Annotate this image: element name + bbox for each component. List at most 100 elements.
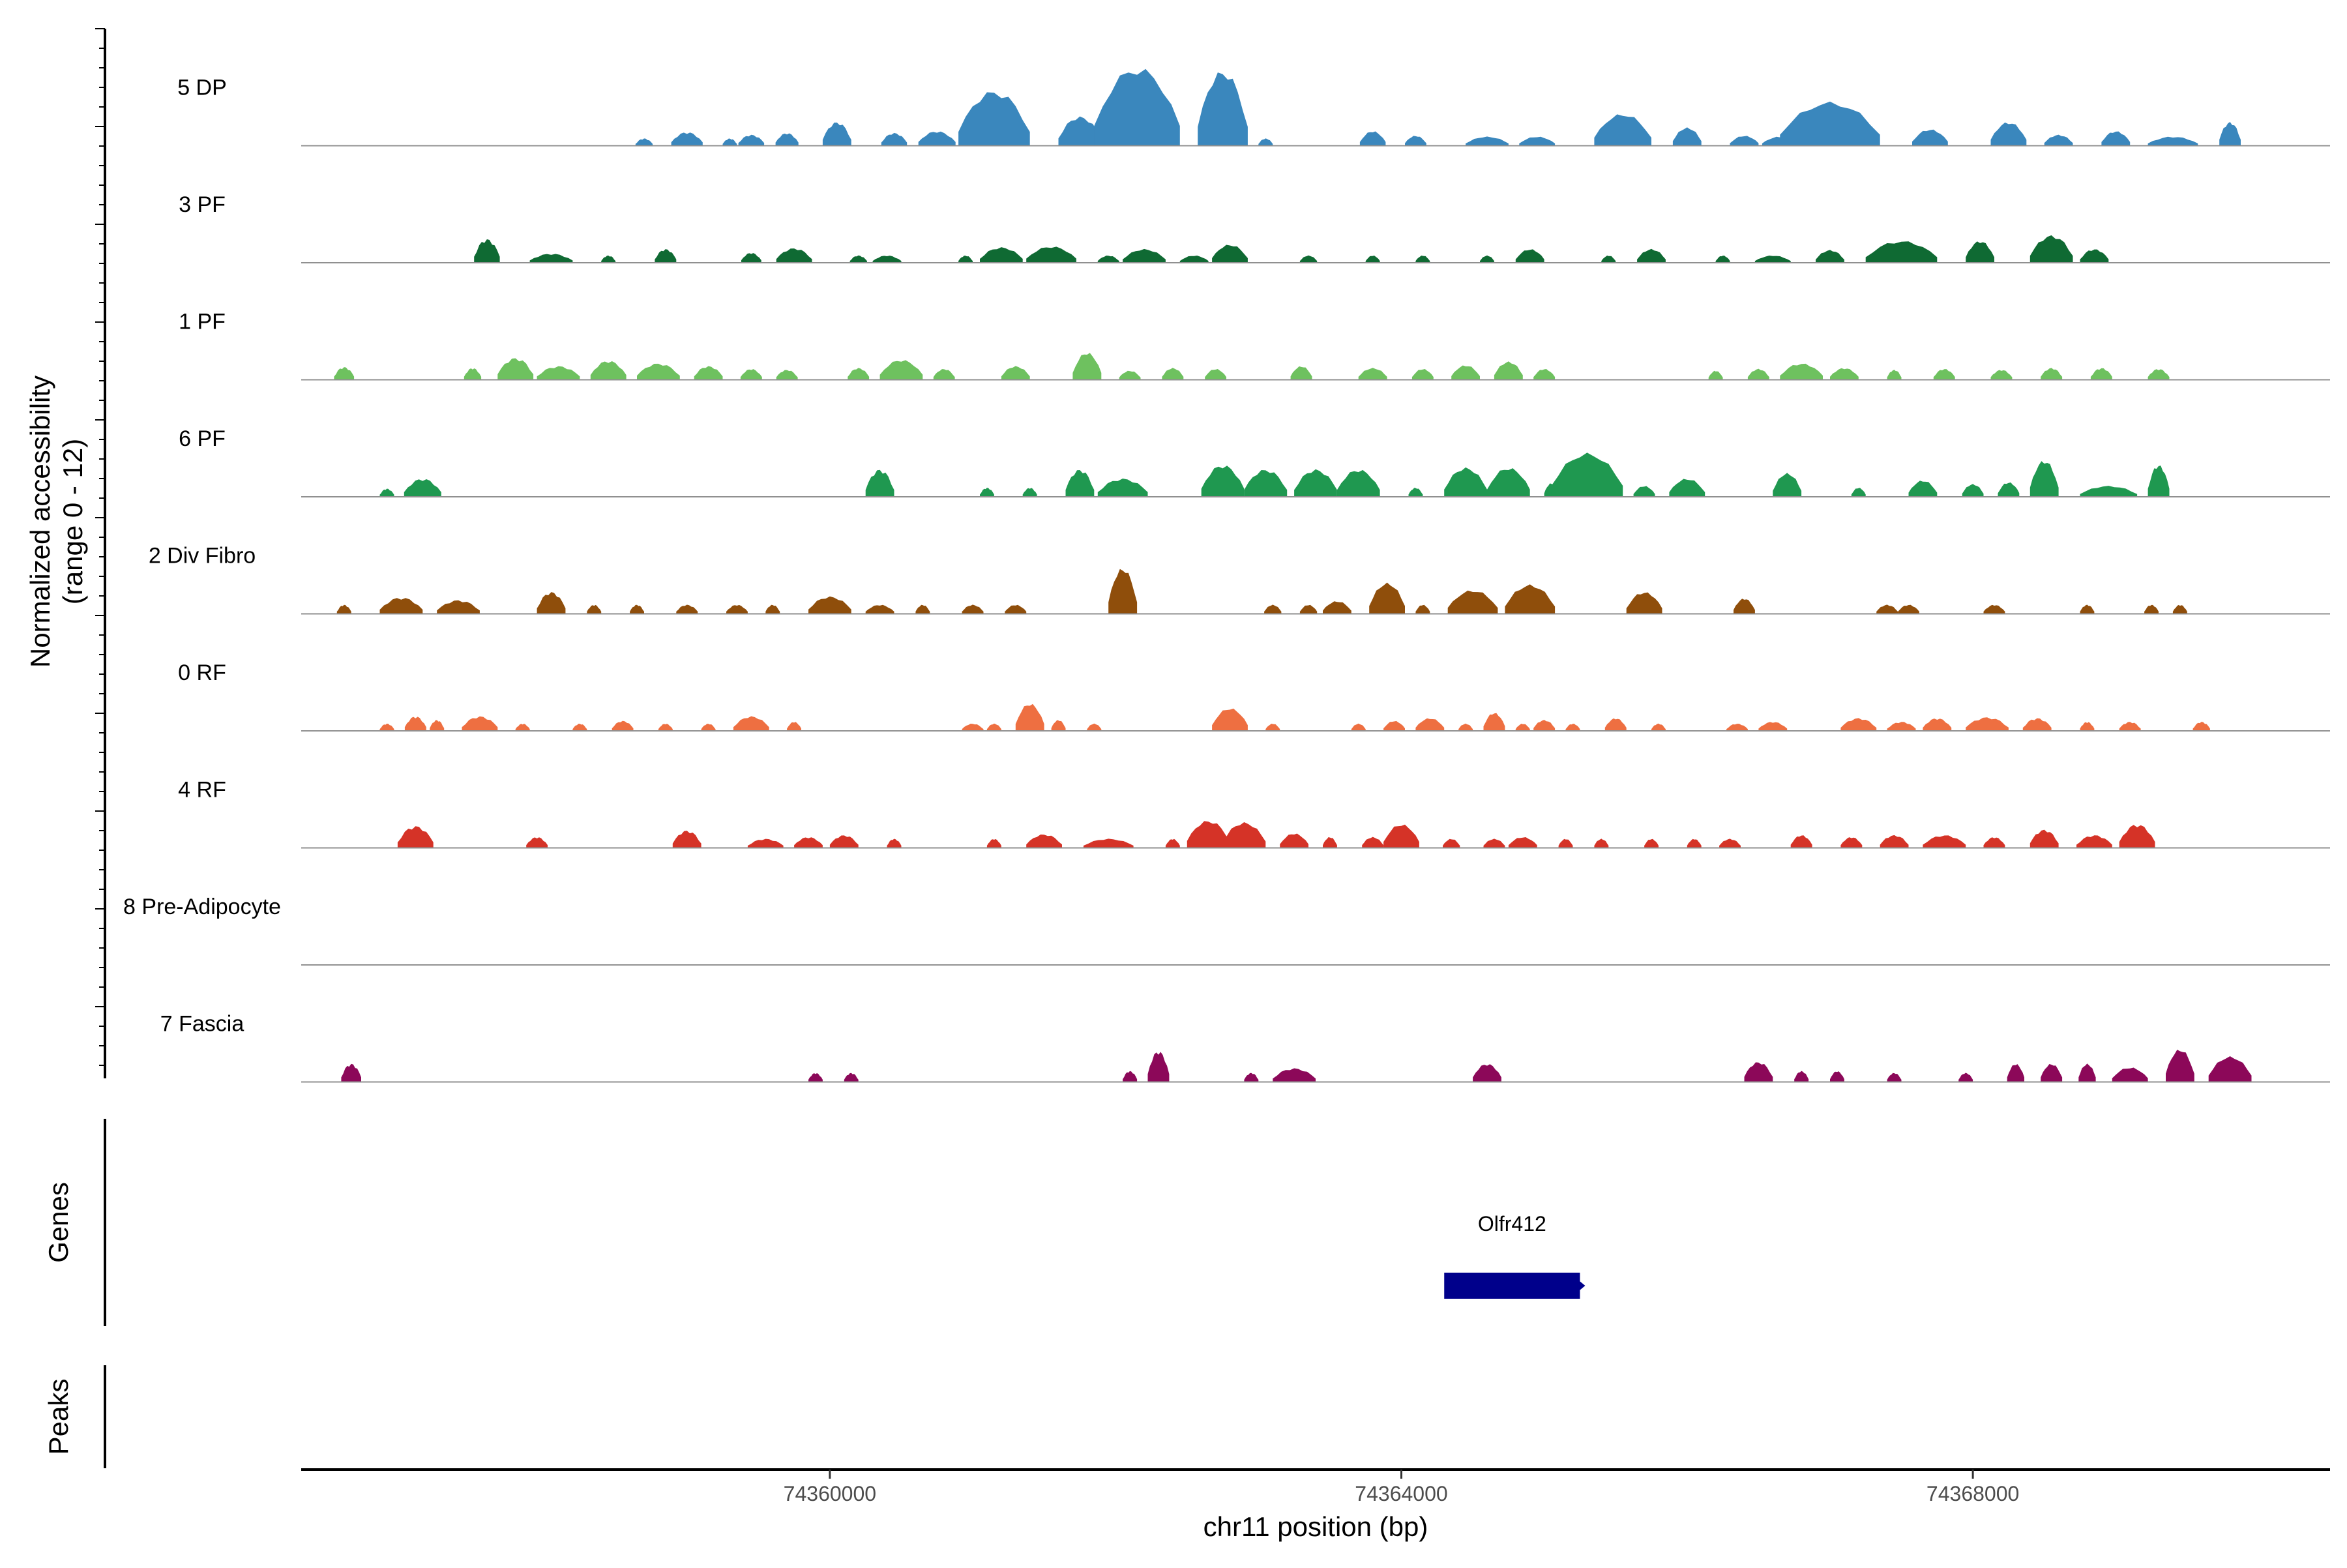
coverage-peak bbox=[1594, 114, 1651, 146]
y-axis-ticks bbox=[95, 28, 105, 1066]
coverage-peak bbox=[1780, 101, 1880, 146]
coverage-peak bbox=[1405, 136, 1426, 146]
coverage-peak bbox=[794, 837, 823, 848]
coverage-peak bbox=[844, 1072, 859, 1082]
coverage-peak bbox=[881, 132, 908, 146]
gene-body bbox=[1444, 1273, 1580, 1299]
coverage-peak bbox=[1165, 838, 1180, 848]
coverage-peak bbox=[630, 604, 644, 614]
coverage-peak bbox=[775, 133, 799, 146]
coverage-peak bbox=[537, 592, 566, 614]
coverage-peak bbox=[962, 604, 984, 614]
track-8: 7 Fascia bbox=[160, 1012, 2330, 1083]
coverage-peak bbox=[1708, 370, 1723, 380]
coverage-peak bbox=[658, 724, 673, 731]
coverage-peak bbox=[1212, 708, 1248, 731]
coverage-peak bbox=[980, 488, 994, 497]
coverage-peak bbox=[1290, 366, 1312, 380]
coverage-peak bbox=[1672, 127, 1702, 146]
coverage-peak bbox=[341, 1063, 361, 1082]
coverage-peak bbox=[2144, 604, 2159, 614]
coverage-peak bbox=[1058, 116, 1102, 146]
coverage-peak bbox=[1415, 256, 1430, 263]
coverage-peak bbox=[933, 369, 955, 380]
coverage-peak bbox=[1644, 838, 1659, 848]
coverage-peak bbox=[2030, 235, 2073, 263]
coverage-peak bbox=[2112, 1067, 2148, 1082]
coverage-peak bbox=[1147, 1052, 1170, 1082]
coverage-peak bbox=[1001, 366, 1030, 380]
coverage-peak bbox=[474, 239, 500, 263]
gene-strand-arrow bbox=[1577, 1279, 1586, 1292]
coverage-peak bbox=[1747, 368, 1769, 380]
coverage-peak bbox=[2080, 722, 2095, 731]
coverage-peak bbox=[776, 370, 798, 380]
coverage-peak bbox=[2090, 368, 2112, 380]
coverage-peak bbox=[1265, 724, 1280, 731]
coverage-peak bbox=[1244, 1072, 1259, 1082]
coverage-peak bbox=[1273, 1068, 1316, 1082]
coverage-peak bbox=[740, 369, 762, 380]
coverage-peak bbox=[1558, 838, 1573, 848]
coverage-peak bbox=[2022, 718, 2052, 731]
coverage-peak bbox=[1123, 248, 1166, 263]
coverage-peak bbox=[2076, 835, 2112, 848]
x-axis-tick-label: 74364000 bbox=[1355, 1482, 1447, 1505]
coverage-peak bbox=[1108, 569, 1138, 614]
x-axis-title: chr11 position (bp) bbox=[1203, 1511, 1428, 1542]
coverage-peak bbox=[1998, 482, 2020, 497]
coverage-peak bbox=[672, 831, 701, 848]
coverage-peak bbox=[1351, 723, 1366, 731]
coverage-peak bbox=[2101, 131, 2131, 146]
coverage-peak bbox=[1323, 601, 1351, 614]
coverage-peak bbox=[1294, 469, 1337, 497]
coverage-peak bbox=[1958, 1072, 1973, 1082]
track-2: 1 PF bbox=[179, 310, 2330, 381]
coverage-peak bbox=[848, 368, 870, 380]
coverage-peak bbox=[2148, 466, 2170, 497]
coverage-peak bbox=[1212, 244, 1248, 263]
coverage-peak bbox=[1880, 835, 1909, 848]
track-5: 0 RF bbox=[178, 660, 2330, 732]
genes-panel-label: Genes bbox=[43, 1182, 74, 1263]
coverage-peak bbox=[1323, 837, 1337, 848]
gene-label: Olfr412 bbox=[1478, 1212, 1546, 1235]
coverage-peak bbox=[865, 469, 894, 497]
coverage-peak bbox=[1072, 353, 1102, 380]
coverage-peak bbox=[1730, 136, 1759, 146]
y-axis-title-line1: Normalized accessibility bbox=[25, 376, 55, 668]
coverage-peak bbox=[1258, 138, 1273, 146]
coverage-peak bbox=[1508, 837, 1537, 848]
coverage-peak bbox=[1051, 720, 1066, 731]
coverage-peak bbox=[1487, 468, 1530, 497]
coverage-peak bbox=[1851, 488, 1866, 497]
coverage-peak bbox=[962, 724, 984, 731]
coverage-peak bbox=[1604, 718, 1627, 731]
coverage-peak bbox=[1669, 479, 1705, 497]
coverage-peak bbox=[915, 604, 930, 614]
coverage-peak bbox=[1087, 723, 1102, 731]
coverage-peak bbox=[986, 838, 1001, 848]
track-6: 4 RF bbox=[178, 778, 2330, 849]
y-axis-title-line2: (range 0 - 12) bbox=[57, 439, 88, 604]
coverage-peak bbox=[1466, 136, 1509, 146]
coverage-peak bbox=[1494, 361, 1523, 380]
coverage-peak bbox=[2080, 604, 2095, 614]
coverage-peak bbox=[1933, 369, 1955, 380]
track-4: 2 Div Fibro bbox=[149, 544, 2330, 615]
coverage-peak bbox=[397, 826, 434, 848]
coverage-peak bbox=[1358, 368, 1387, 380]
coverage-peak bbox=[655, 249, 677, 263]
coverage-peak bbox=[722, 138, 737, 146]
coverage-peak bbox=[430, 720, 445, 731]
coverage-peak bbox=[637, 363, 680, 380]
coverage-peak bbox=[379, 723, 394, 731]
coverage-peak bbox=[526, 837, 548, 848]
coverage-peak bbox=[2041, 1064, 2063, 1082]
coverage-peak bbox=[1244, 470, 1288, 497]
coverage-peak bbox=[1719, 838, 1741, 848]
coverage-peak bbox=[2119, 722, 2141, 731]
coverage-peak bbox=[1094, 68, 1180, 146]
coverage-peak bbox=[1065, 470, 1095, 497]
track-label: 5 DP bbox=[177, 76, 227, 100]
